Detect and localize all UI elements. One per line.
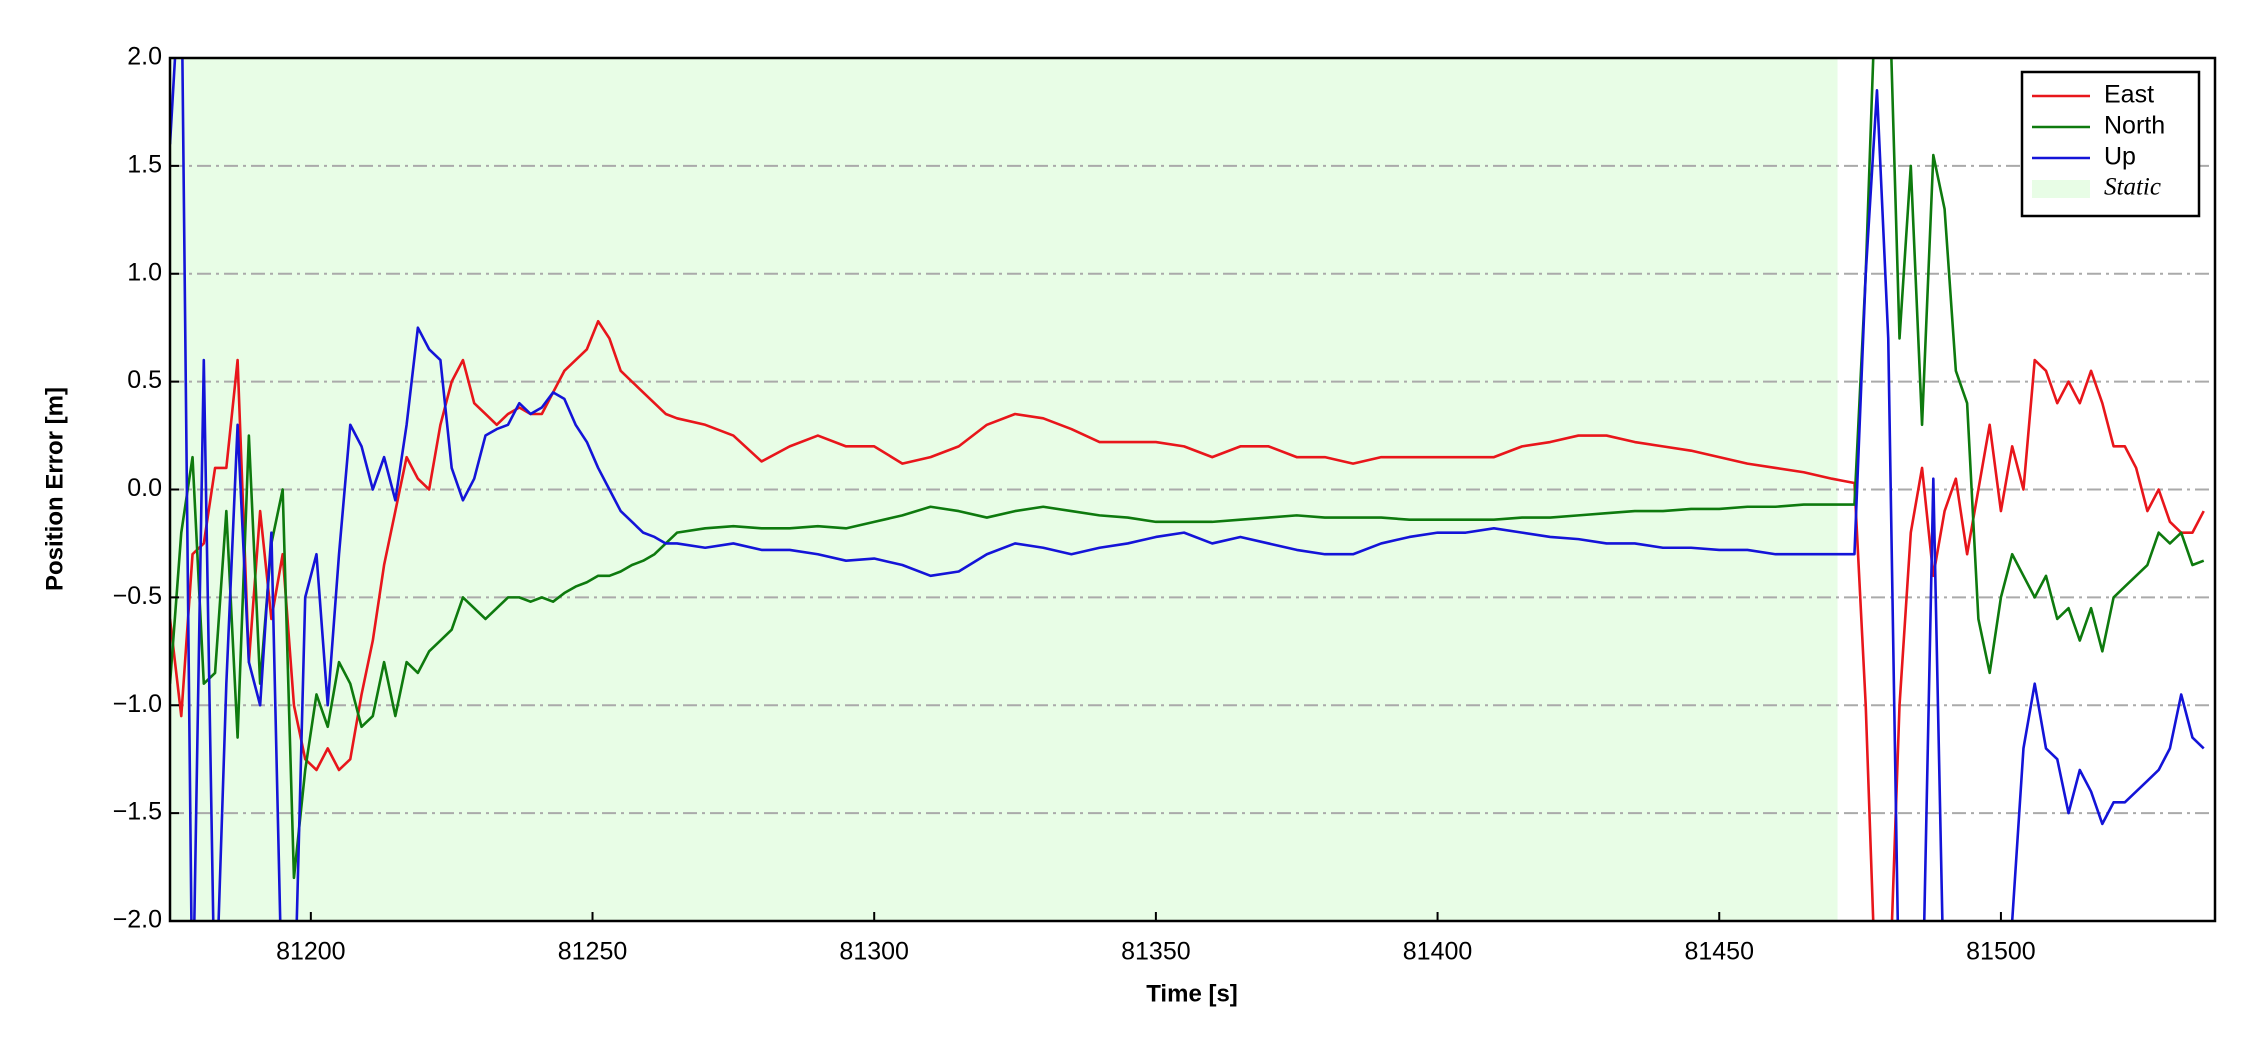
x-tick-label: 81300 [839,938,909,966]
y-tick-label: 1.0 [127,258,162,286]
y-tick-label: 2.0 [127,43,162,71]
x-tick-label: 81500 [1966,938,2036,966]
y-tick-label: 0.0 [127,474,162,502]
legend-label: North [2104,112,2165,140]
legend-label: Static [2104,174,2161,201]
series-line [170,319,2205,921]
y-tick-label: −1.5 [113,798,162,826]
y-tick-label: 0.5 [127,366,162,394]
legend-label: Up [2104,143,2136,171]
grid [170,164,2215,815]
x-tick-label: 81200 [276,938,346,966]
legend-label: East [2104,81,2154,109]
series-line [170,58,2205,921]
y-tick-label: −1.0 [113,690,162,718]
x-tick-label: 81400 [1403,938,1473,966]
y-tick-label: −0.5 [113,582,162,610]
ticks: −2.0 −1.5 −1.0 −0.5 0.0 0.5 1.0 1.5 2.0 81200 8125… [113,43,2036,966]
lines [170,58,2205,921]
series-line [170,58,2205,880]
x-tick-label: 81450 [1684,938,1754,966]
x-tick-label: 81350 [1121,938,1191,966]
x-tick-label: 81250 [558,938,628,966]
legend: East North Up Static [2020,70,2201,218]
legend-swatch [2032,180,2090,198]
x-axis-label: Time [s] [1146,980,1238,1007]
y-tick-label: 1.5 [127,150,162,178]
y-axis-label: Position Error [m] [41,387,68,591]
y-tick-label: −2.0 [113,906,162,934]
